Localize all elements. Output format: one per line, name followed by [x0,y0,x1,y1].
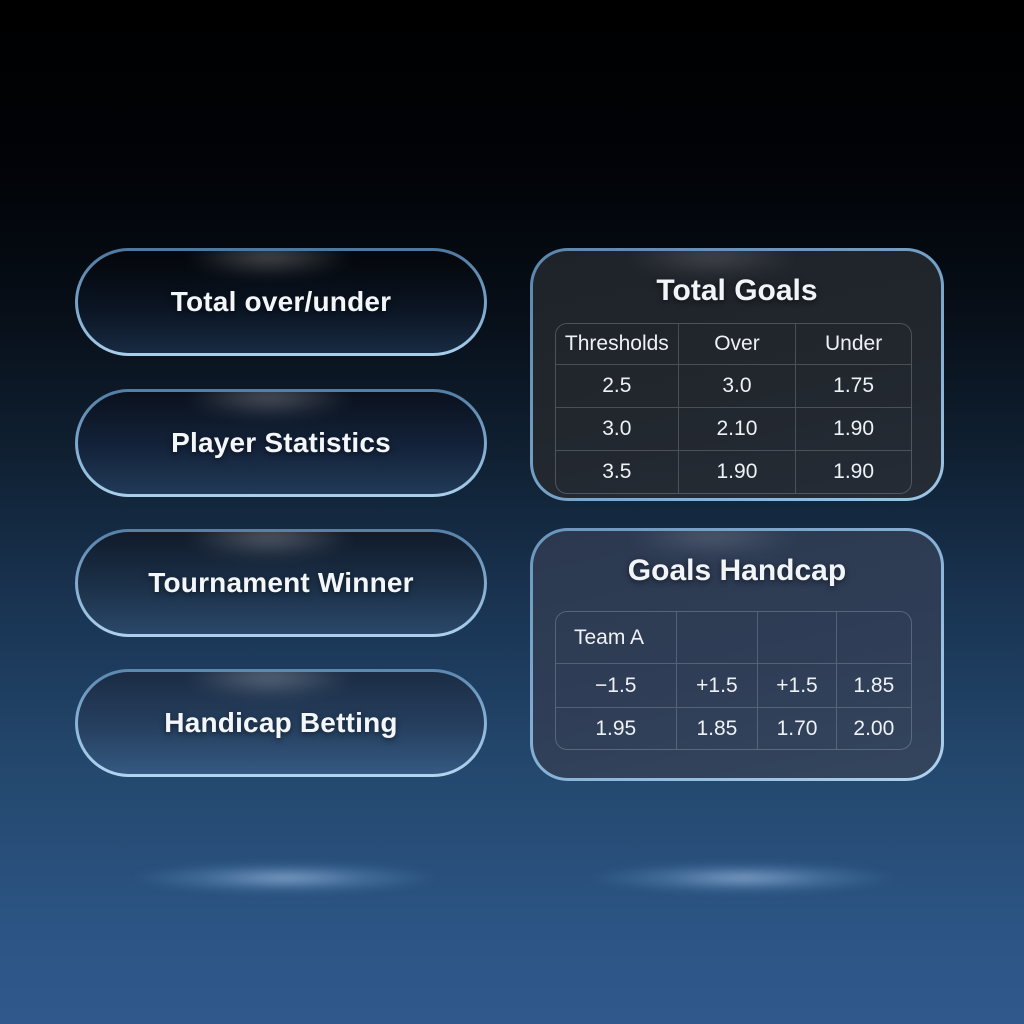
goals-handicap-panel: Goals Handcap Team A −1.5 +1.5 +1.5 1.85 1.95… [530,528,944,781]
menu-button-label: Tournament Winner [148,567,414,598]
menu-button-handicap-betting[interactable]: Handicap Betting [75,669,487,777]
glow-streak-left [70,856,500,900]
table-header-row: Thresholds Over Under [556,324,911,365]
table-row: 3.0 2.10 1.90 [556,408,911,451]
glow-streak-right [528,856,958,900]
table-row: −1.5 +1.5 +1.5 1.85 [556,664,911,708]
table-row: 1.95 1.85 1.70 2.00 [556,708,911,749]
odds-cell[interactable]: 1.90 [833,460,875,483]
header-cell: Thresholds [556,324,679,365]
odds-cell[interactable]: 3.0 [556,408,679,451]
table-row: 3.5 1.90 1.90 [556,451,911,493]
odds-cell[interactable]: 1.85 [836,664,911,708]
odds-cell[interactable]: 1.70 [758,708,837,749]
odds-cell[interactable]: 1.90 [796,408,911,451]
menu-button-label: Player Statistics [171,427,391,458]
menu-button-tournament-winner[interactable]: Tournament Winner [75,529,487,637]
odds-cell[interactable]: 3.5 [556,451,679,493]
panel-title: Goals Handcap [627,554,847,587]
odds-cell[interactable]: 3.0 [678,365,797,408]
total-goals-table: Thresholds Over Under 2.5 3.0 1.75 3.0 2.10 1.90… [555,323,912,494]
header-cell [836,612,911,664]
header-cell: Team A [556,612,677,664]
odds-cell[interactable]: −1.5 [556,664,677,708]
odds-cell[interactable]: +1.5 [676,664,759,708]
odds-cell[interactable]: 1.75 [796,365,911,408]
odds-cell[interactable]: +1.5 [758,664,837,708]
total-goals-panel: Total Goals Thresholds Over Under 2.5 3.0 1.7… [530,248,944,501]
table-header-row: Team A [556,612,911,664]
odds-cell[interactable]: 2.5 [556,365,679,408]
header-cell: Under [796,324,911,365]
panel-title: Total Goals [656,274,818,307]
header-cell: Over [678,324,797,365]
odds-cell[interactable]: 2.00 [853,716,895,740]
odds-cell[interactable]: 1.85 [677,708,759,749]
menu-button-total-over-under[interactable]: Total over/under [75,248,487,356]
menu-button-label: Total over/under [170,286,392,317]
odds-cell[interactable]: 2.10 [678,408,797,451]
goals-handicap-table: Team A −1.5 +1.5 +1.5 1.85 1.95 1.85 1.70 2.00 [555,611,912,750]
header-cell [758,612,837,664]
menu-button-player-statistics[interactable]: Player Statistics [75,389,487,497]
header-cell [676,612,759,664]
odds-cell[interactable]: 1.90 [679,451,797,493]
menu-button-label: Handicap Betting [164,707,398,738]
table-row: 2.5 3.0 1.75 [556,365,911,408]
odds-cell[interactable]: 1.95 [556,708,677,749]
